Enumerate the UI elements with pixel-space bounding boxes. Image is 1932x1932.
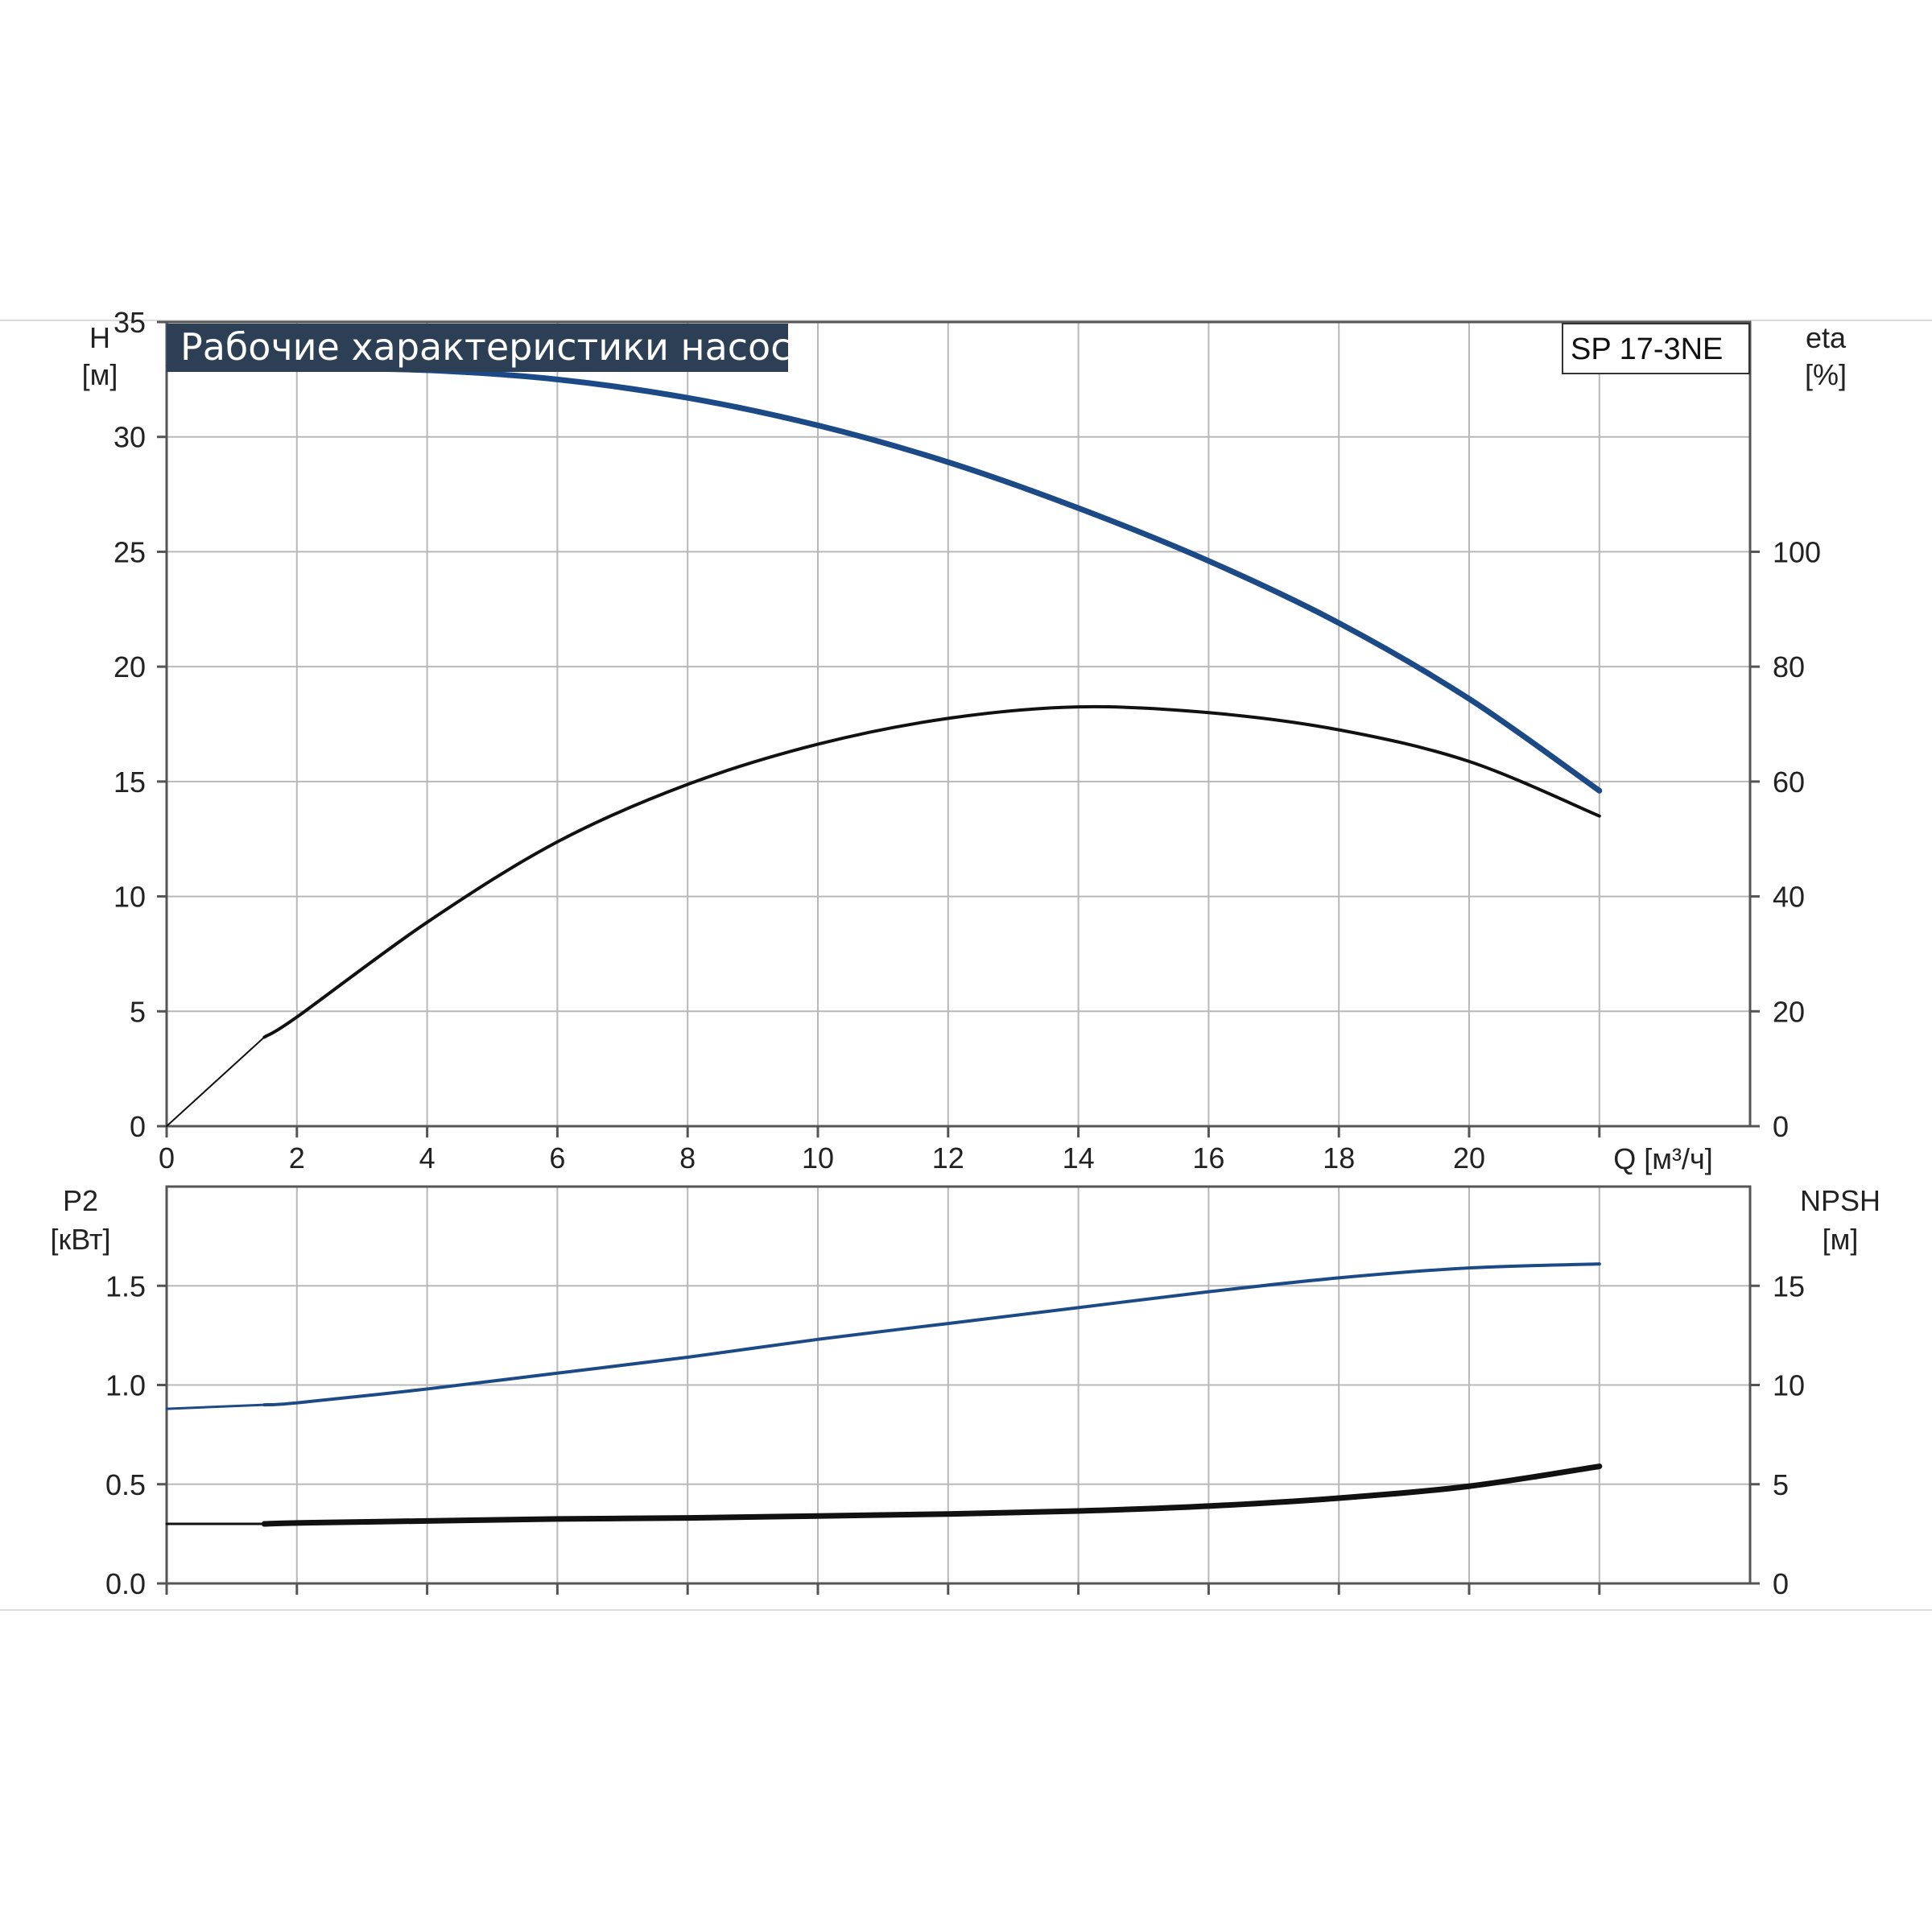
top-xtick-label: 8 xyxy=(679,1141,696,1174)
eta-curve-extension xyxy=(166,1036,266,1127)
bottom-ytick-left-label: 1.5 xyxy=(105,1269,146,1302)
top-xtick-label: 0 xyxy=(159,1141,175,1174)
h-curve xyxy=(261,365,1603,794)
y-right-title-bottom: NPSH xyxy=(1800,1184,1880,1217)
top-ytick-left-label: 5 xyxy=(130,995,146,1028)
eta-curve xyxy=(262,704,1601,1039)
npsh-curve xyxy=(261,1463,1603,1527)
chart-title: Рабочие характеристики насоса xyxy=(180,325,814,369)
top-xtick-label: 16 xyxy=(1192,1141,1224,1174)
top-xtick-label: 14 xyxy=(1063,1141,1095,1174)
top-xtick-label: 2 xyxy=(289,1141,305,1174)
model-label: SP 17-3NE xyxy=(1571,332,1723,366)
y-right-title-top: eta xyxy=(1806,321,1847,354)
bottom-ytick-left-label: 0.5 xyxy=(105,1468,146,1501)
top-ytick-left-label: 25 xyxy=(114,535,146,568)
top-plot-grid xyxy=(167,321,1750,1126)
y-left-unit-bottom: [кВт] xyxy=(50,1223,110,1256)
bottom-ytick-right-label: 10 xyxy=(1773,1369,1805,1402)
y-right-unit-bottom: [м] xyxy=(1823,1223,1859,1256)
title-banner xyxy=(167,324,788,372)
bottom-ytick-right-label: 5 xyxy=(1773,1468,1789,1501)
bottom-tick-labels: 0.0 0.5 1.0 1.5 0 5 10 15 xyxy=(105,1269,1805,1600)
top-xtick-label: 10 xyxy=(802,1141,834,1174)
y-left-title-bottom: P2 xyxy=(63,1184,98,1217)
top-plot-frame xyxy=(165,320,1752,1128)
top-ytick-right-label: 20 xyxy=(1773,995,1805,1028)
top-tick-labels: 0 5 10 15 20 25 30 35 0 20 40 60 80 100 0 2 4 6 8 10 12 14 16 1… xyxy=(114,306,1821,1174)
top-ytick-right-label: 100 xyxy=(1773,535,1821,568)
top-xtick-label: 12 xyxy=(932,1141,964,1174)
bottom-ytick-right-label: 0 xyxy=(1773,1567,1789,1600)
top-ytick-right-label: 0 xyxy=(1773,1110,1789,1143)
y-right-unit-top: [%] xyxy=(1805,358,1847,391)
top-ytick-right-label: 80 xyxy=(1773,650,1805,683)
top-ytick-left-label: 15 xyxy=(114,766,146,799)
y-left-title-top: H xyxy=(89,321,110,354)
bottom-ytick-right-label: 15 xyxy=(1773,1269,1805,1302)
top-xtick-label: 4 xyxy=(419,1141,436,1174)
p2-curve-extension xyxy=(165,1403,266,1410)
bottom-ytick-left-label: 0.0 xyxy=(105,1567,146,1600)
y-left-unit-top: [м] xyxy=(82,358,118,391)
top-ytick-right-label: 40 xyxy=(1773,881,1805,914)
top-ytick-left-label: 20 xyxy=(114,650,146,683)
top-xtick-label: 6 xyxy=(549,1141,565,1174)
curves xyxy=(165,365,1603,1527)
model-label-box xyxy=(1562,323,1750,374)
top-xtick-label: 20 xyxy=(1453,1141,1485,1174)
top-ytick-left-label: 0 xyxy=(130,1110,146,1143)
p2-curve xyxy=(262,1262,1601,1407)
top-ytick-left-label: 35 xyxy=(114,306,146,339)
top-ytick-right-label: 60 xyxy=(1773,766,1805,799)
x-axis-title: Q [м³/ч] xyxy=(1613,1142,1713,1175)
top-ytick-left-label: 30 xyxy=(114,421,146,454)
top-ytick-left-label: 10 xyxy=(114,881,146,914)
bottom-ytick-left-label: 1.0 xyxy=(105,1369,146,1402)
top-xtick-label: 18 xyxy=(1323,1141,1355,1174)
